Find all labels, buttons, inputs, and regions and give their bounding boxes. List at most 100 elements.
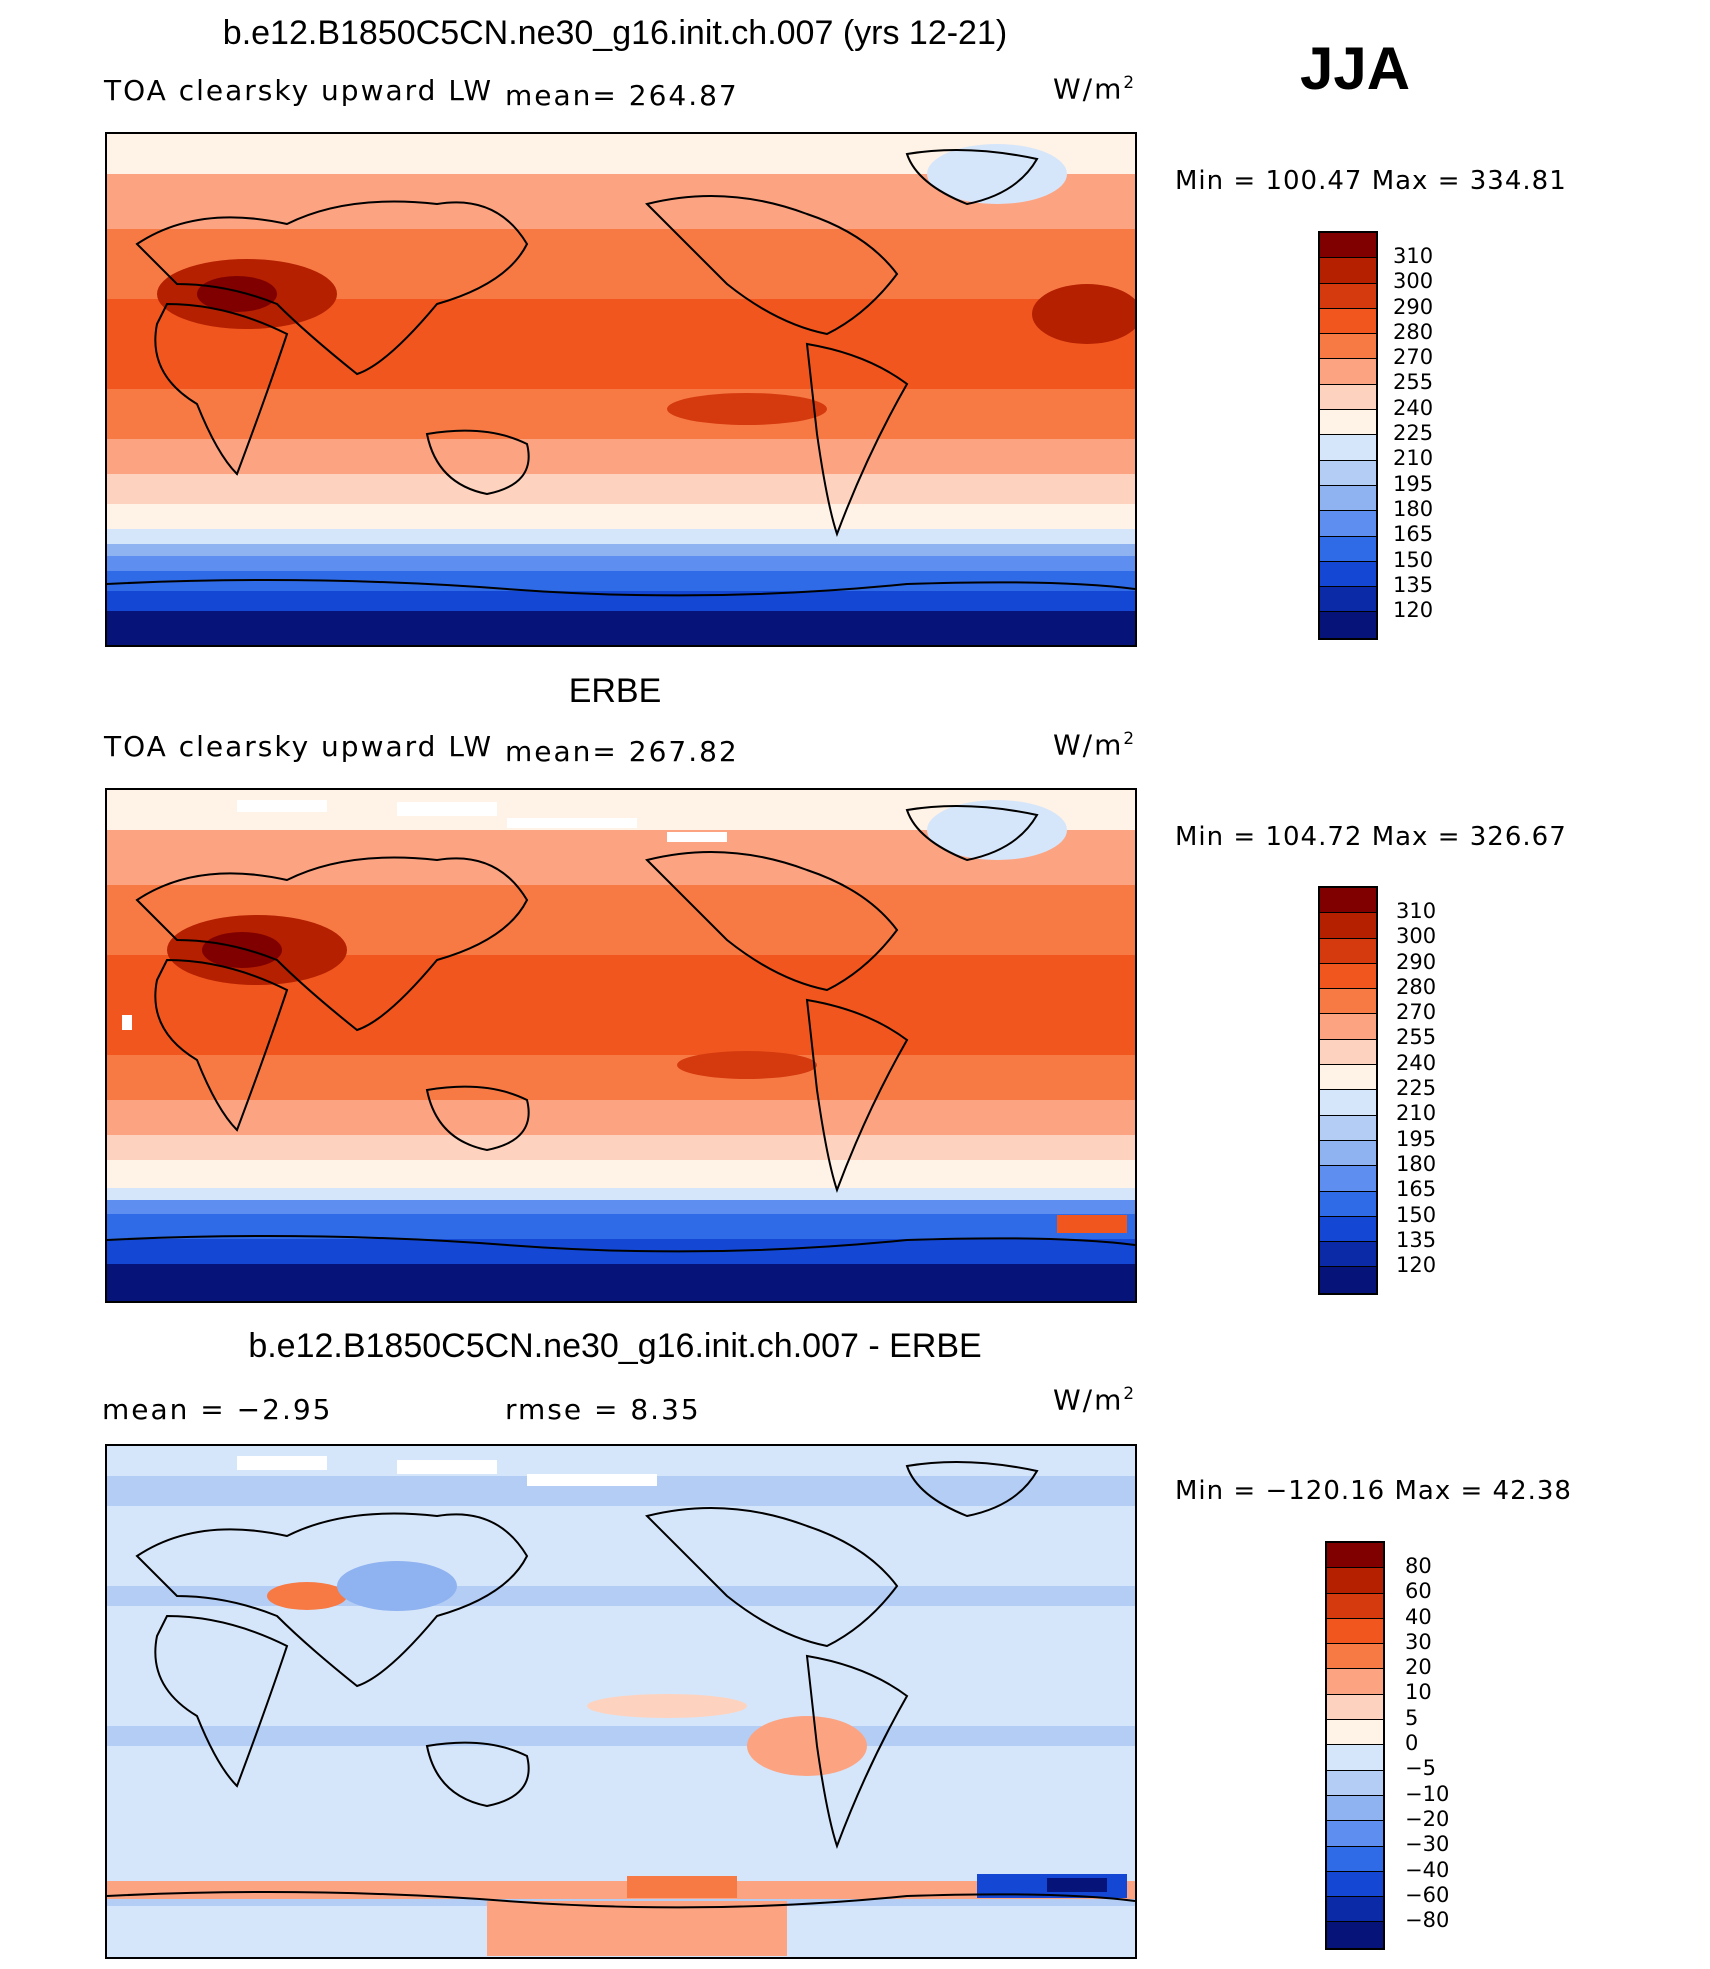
colorbar-swatch bbox=[1320, 1065, 1376, 1091]
panel-2-colorbar-ticks: 310 300 290 280 270 255 240 225 210 195 … bbox=[1396, 899, 1436, 1278]
colorbar-tick-label: 120 bbox=[1393, 598, 1434, 623]
colorbar-tick-label: 20 bbox=[1405, 1655, 1432, 1680]
panel-1-mean-label: mean= 264.87 bbox=[505, 79, 739, 112]
colorbar-tick-label: 40 bbox=[1405, 1604, 1432, 1629]
colorbar-swatch bbox=[1320, 511, 1376, 537]
colorbar-tick-label: 0 bbox=[1405, 1731, 1419, 1756]
panel-2-colorbar bbox=[1318, 886, 1378, 1295]
colorbar-tick-label: 210 bbox=[1393, 446, 1434, 471]
panel-3-rmse-label: rmse = 8.35 bbox=[505, 1393, 701, 1426]
colorbar-tick-label: 270 bbox=[1396, 1000, 1437, 1025]
colorbar-tick-label: −80 bbox=[1405, 1908, 1450, 1933]
colorbar-swatch bbox=[1327, 1694, 1383, 1721]
colorbar-swatch bbox=[1327, 1770, 1383, 1796]
colorbar-swatch bbox=[1327, 1543, 1383, 1569]
colorbar-tick-label: 290 bbox=[1396, 949, 1437, 974]
colorbar-swatch bbox=[1320, 1014, 1376, 1040]
colorbar-swatch bbox=[1320, 1267, 1376, 1293]
colorbar-swatch bbox=[1320, 888, 1376, 914]
colorbar-tick-label: 255 bbox=[1396, 1025, 1437, 1050]
colorbar-swatch bbox=[1327, 1846, 1383, 1872]
panel-2-map bbox=[105, 788, 1137, 1303]
panel-2-variable-label: TOA clearsky upward LW bbox=[104, 730, 494, 763]
colorbar-swatch bbox=[1320, 258, 1376, 284]
colorbar-swatch bbox=[1320, 963, 1376, 990]
colorbar-tick-label: 310 bbox=[1393, 244, 1434, 268]
colorbar-tick-label: 195 bbox=[1393, 471, 1434, 496]
colorbar-tick-label: 195 bbox=[1396, 1126, 1437, 1151]
colorbar-swatch bbox=[1327, 1897, 1383, 1923]
colorbar-swatch bbox=[1320, 1090, 1376, 1116]
colorbar-swatch bbox=[1320, 384, 1376, 411]
colorbar-swatch bbox=[1320, 612, 1376, 638]
colorbar-swatch bbox=[1327, 1568, 1383, 1594]
colorbar-tick-label: 255 bbox=[1393, 370, 1434, 395]
colorbar-swatch bbox=[1320, 536, 1376, 562]
colorbar-swatch bbox=[1320, 561, 1376, 588]
colorbar-tick-label: 225 bbox=[1393, 421, 1434, 446]
colorbar-tick-label: −20 bbox=[1405, 1806, 1450, 1831]
colorbar-tick-label: 240 bbox=[1396, 1050, 1437, 1075]
colorbar-swatch bbox=[1327, 1745, 1383, 1771]
colorbar-tick-label: 10 bbox=[1405, 1680, 1432, 1705]
colorbar-tick-label: 290 bbox=[1393, 294, 1434, 319]
colorbar-swatch bbox=[1320, 587, 1376, 613]
colorbar-swatch bbox=[1320, 460, 1376, 486]
colorbar-swatch bbox=[1320, 1216, 1376, 1243]
colorbar-swatch bbox=[1320, 334, 1376, 360]
panel-3-title: b.e12.B1850C5CN.ne30_g16.init.ch.007 - E… bbox=[248, 1327, 982, 1365]
panel-3-minmax: Min = −120.16 Max = 42.38 bbox=[1175, 1476, 1572, 1506]
colorbar-tick-label: 165 bbox=[1393, 522, 1434, 547]
panel-3-map bbox=[105, 1444, 1137, 1959]
colorbar-swatch bbox=[1320, 283, 1376, 309]
colorbar-tick-label: 5 bbox=[1405, 1705, 1419, 1730]
colorbar-tick-label: −5 bbox=[1405, 1756, 1436, 1781]
colorbar-tick-label: 180 bbox=[1396, 1151, 1437, 1176]
colorbar-tick-label: −40 bbox=[1405, 1857, 1450, 1882]
panel-3-colorbar-ticks: 80 60 40 30 20 10 5 0 −5 −10 −20 −30 −40… bbox=[1405, 1554, 1449, 1933]
colorbar-tick-label: 210 bbox=[1396, 1101, 1437, 1126]
panel-2-minmax: Min = 104.72 Max = 326.67 bbox=[1175, 822, 1567, 852]
colorbar-swatch bbox=[1320, 435, 1376, 461]
colorbar-tick-label: 240 bbox=[1393, 395, 1434, 420]
colorbar-tick-label: 280 bbox=[1393, 319, 1434, 344]
colorbar-tick-label: 300 bbox=[1396, 924, 1437, 949]
colorbar-tick-label: 300 bbox=[1393, 269, 1434, 294]
colorbar-swatch bbox=[1320, 308, 1376, 335]
colorbar-tick-label: 280 bbox=[1396, 974, 1437, 999]
colorbar-swatch bbox=[1320, 1166, 1376, 1192]
panel-2-mean-label: mean= 267.82 bbox=[505, 735, 739, 768]
colorbar-tick-label: 60 bbox=[1405, 1579, 1432, 1604]
colorbar-tick-label: −30 bbox=[1405, 1832, 1450, 1857]
colorbar-tick-label: 135 bbox=[1393, 572, 1434, 597]
colorbar-swatch bbox=[1327, 1821, 1383, 1847]
colorbar-swatch bbox=[1320, 1242, 1376, 1268]
colorbar-swatch bbox=[1327, 1720, 1383, 1746]
colorbar-tick-label: 225 bbox=[1396, 1076, 1437, 1101]
panel-3-mean-label: mean = −2.95 bbox=[102, 1393, 333, 1426]
colorbar-tick-label: 30 bbox=[1405, 1629, 1432, 1654]
colorbar-swatch bbox=[1320, 359, 1376, 385]
colorbar-tick-label: 120 bbox=[1396, 1253, 1437, 1278]
colorbar-tick-label: 150 bbox=[1396, 1202, 1437, 1227]
panel-3-colorbar bbox=[1325, 1541, 1385, 1950]
colorbar-swatch bbox=[1327, 1922, 1383, 1948]
colorbar-swatch bbox=[1320, 233, 1376, 259]
colorbar-tick-label: 270 bbox=[1393, 345, 1434, 370]
colorbar-tick-label: −60 bbox=[1405, 1882, 1450, 1907]
panel-1-units: W/m2 bbox=[1053, 72, 1137, 106]
colorbar-tick-label: 165 bbox=[1396, 1177, 1437, 1202]
colorbar-swatch bbox=[1320, 1140, 1376, 1167]
colorbar-swatch bbox=[1327, 1593, 1383, 1619]
colorbar-tick-label: 150 bbox=[1393, 547, 1434, 572]
colorbar-swatch bbox=[1327, 1618, 1383, 1645]
panel-3-units: W/m2 bbox=[1053, 1383, 1137, 1417]
colorbar-swatch bbox=[1320, 989, 1376, 1015]
panel-1-title: b.e12.B1850C5CN.ne30_g16.init.ch.007 (yr… bbox=[222, 14, 1008, 52]
season-label: JJA bbox=[1300, 35, 1411, 102]
panel-1-variable-label: TOA clearsky upward LW bbox=[104, 74, 494, 107]
colorbar-swatch bbox=[1320, 485, 1376, 512]
colorbar-swatch bbox=[1320, 410, 1376, 436]
colorbar-swatch bbox=[1320, 1115, 1376, 1141]
colorbar-swatch bbox=[1327, 1871, 1383, 1898]
